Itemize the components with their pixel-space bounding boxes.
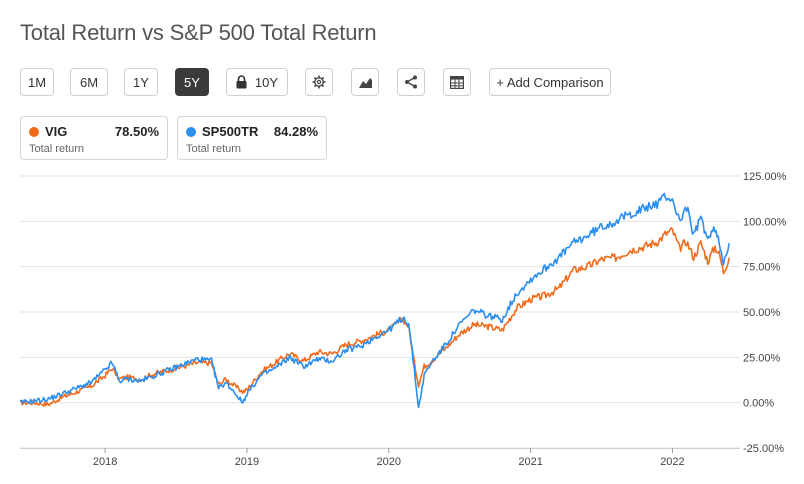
chart-lines xyxy=(19,192,730,409)
table-view-button[interactable] xyxy=(443,68,471,96)
period-5y-button[interactable]: 5Y xyxy=(175,68,209,96)
legend-vig-dot xyxy=(29,127,39,137)
x-tick-label: 2022 xyxy=(660,456,684,468)
legend-sp500tr-name: SP500TR xyxy=(202,124,259,139)
x-tick-label: 2018 xyxy=(93,456,117,468)
y-tick-label: 125.00% xyxy=(743,171,787,183)
series-line-sp500tr xyxy=(19,192,730,409)
y-axis: 125.00% 100.00% 75.00% 50.00% 25.00% 0.00% -25… xyxy=(743,171,787,455)
legend-vig-sub: Total return xyxy=(29,143,85,155)
x-tick-label: 2020 xyxy=(377,456,401,468)
series-line-vig xyxy=(19,227,730,407)
period-10y-label: 10Y xyxy=(254,74,279,90)
add-comparison-button[interactable]: + Add Comparison xyxy=(489,68,611,96)
legend-sp500tr: SP500TR 84.28% Total return xyxy=(177,116,327,160)
legend-vig-value: 78.50% xyxy=(114,124,159,139)
chart-type-button[interactable] xyxy=(351,68,379,96)
table-icon xyxy=(450,75,464,89)
mountain-chart-icon xyxy=(358,77,372,88)
y-tick-label: 0.00% xyxy=(743,398,774,410)
y-tick-label: 50.00% xyxy=(743,307,781,319)
legend-sp500tr-dot xyxy=(186,127,196,137)
legend-vig-name: VIG xyxy=(45,124,68,139)
total-return-chart: 2018 2019 2020 2021 2022 125.00% 100.00% 75.00… xyxy=(19,171,787,468)
gear-icon xyxy=(312,75,326,89)
legend-sp500tr-value: 84.28% xyxy=(273,124,318,139)
y-tick-label: 75.00% xyxy=(743,262,781,274)
period-1m-button[interactable]: 1M xyxy=(20,68,54,96)
period-1y-button[interactable]: 1Y xyxy=(124,68,158,96)
y-tick-label: 25.00% xyxy=(743,352,781,364)
page-title: Total Return vs S&P 500 Total Return xyxy=(20,20,377,45)
legend-sp500tr-sub: Total return xyxy=(186,143,242,155)
lock-icon xyxy=(236,75,247,89)
chart-grid xyxy=(20,175,740,449)
x-tick-label: 2021 xyxy=(518,456,542,468)
share-icon xyxy=(405,75,417,89)
x-tick-label: 2019 xyxy=(235,456,259,468)
share-button[interactable] xyxy=(397,68,425,96)
period-6m-button[interactable]: 6M xyxy=(70,68,108,96)
legend-vig: VIG 78.50% Total return xyxy=(20,116,168,160)
y-tick-label: -25.00% xyxy=(743,443,784,455)
x-axis: 2018 2019 2020 2021 2022 xyxy=(20,448,740,468)
y-tick-label: 100.00% xyxy=(743,216,787,228)
settings-button[interactable] xyxy=(305,68,333,96)
period-10y-button[interactable]: 10Y xyxy=(226,68,288,96)
